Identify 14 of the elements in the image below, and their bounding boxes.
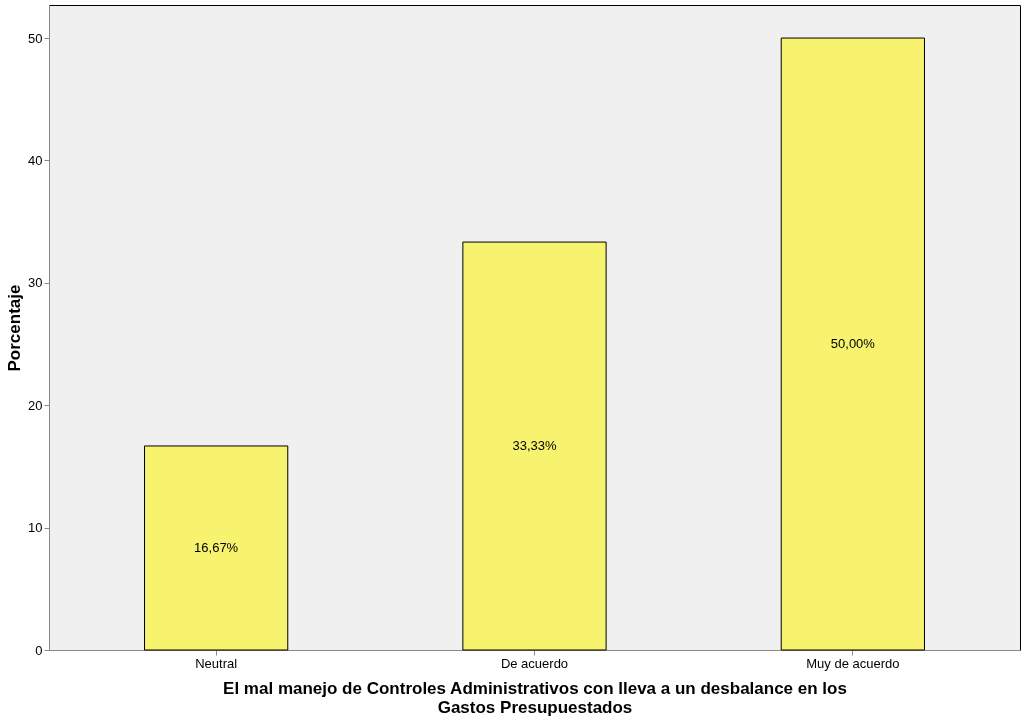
data-label: 33,33%	[512, 438, 557, 454]
x-tick-label: De acuerdo	[500, 655, 569, 671]
data-label: 16,67%	[194, 539, 239, 555]
y-tick-label: 10	[28, 520, 43, 536]
y-tick-label: 50	[28, 30, 43, 46]
y-tick-label: 30	[28, 275, 43, 291]
y-axis-title: Porcentaje	[5, 284, 25, 372]
y-tick-label: 20	[28, 397, 43, 413]
x-tick-label: Neutral	[195, 655, 238, 671]
y-tick-label: 0	[35, 642, 43, 658]
x-tick-label: Muy de acuerdo	[806, 655, 900, 671]
x-axis-title: El mal manejo de Controles Administrativos con lleva a un desbalance en los Gastos Presupuestados	[223, 678, 847, 717]
y-tick-label: 40	[28, 152, 43, 168]
data-label: 50,00%	[830, 336, 876, 352]
